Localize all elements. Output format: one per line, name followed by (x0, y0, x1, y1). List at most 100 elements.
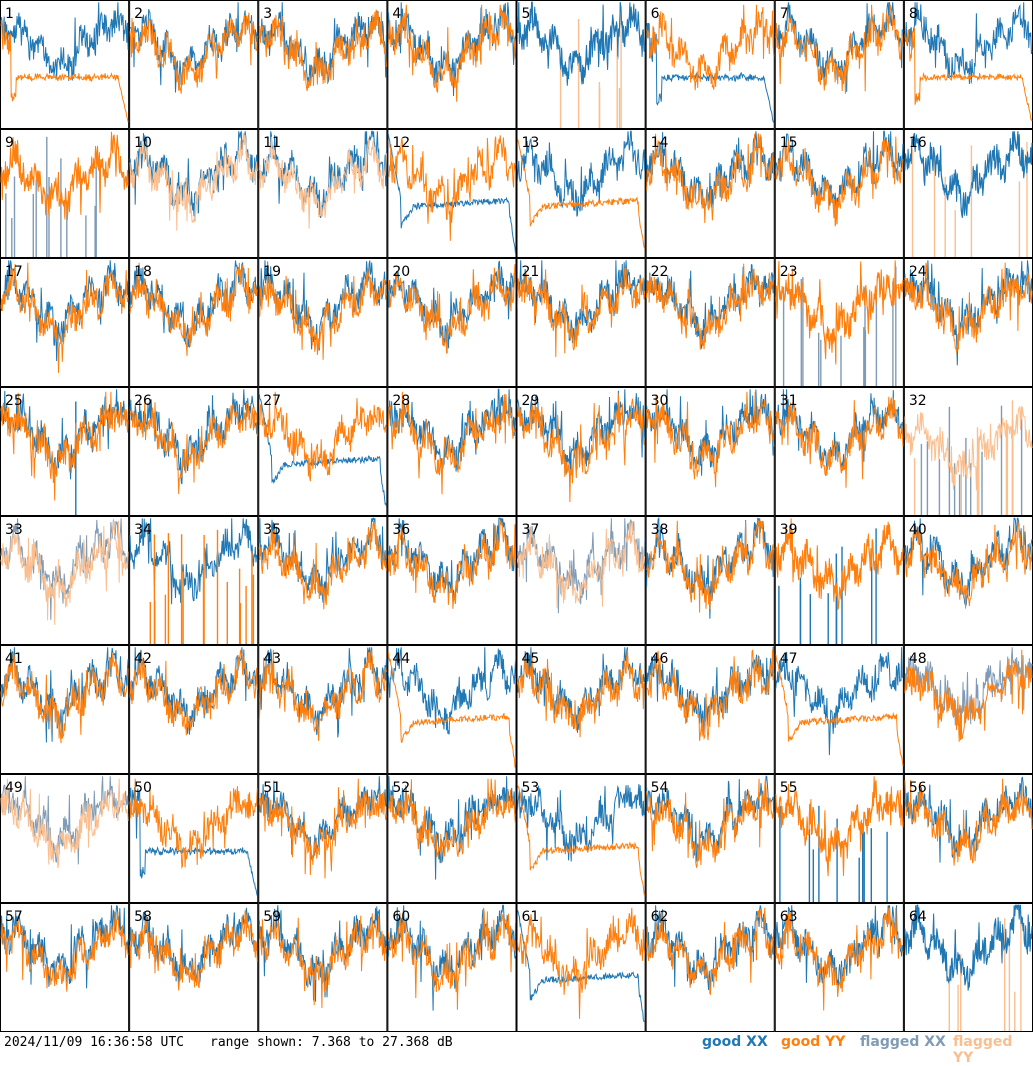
antenna-panel-58: 58 (129, 903, 259, 1032)
panel-number: 35 (263, 522, 281, 538)
yy-trace (0, 778, 129, 869)
panel-number: 24 (909, 264, 927, 280)
panel-number: 40 (909, 522, 927, 538)
antenna-panel-15: 15 (774, 129, 904, 258)
antenna-panel-9: 9 (0, 129, 130, 258)
yy-trace (258, 913, 387, 1009)
panel-number: 25 (5, 393, 23, 409)
antenna-panel-51: 51 (258, 774, 388, 903)
antenna-panel-28: 28 (387, 387, 517, 516)
yy-trace (0, 19, 129, 123)
xx-trace (0, 518, 129, 620)
yy-trace (646, 4, 775, 91)
panel-number: 54 (651, 780, 669, 796)
panel-number: 64 (909, 909, 927, 925)
yy-trace (387, 391, 516, 495)
antenna-panel-21: 21 (516, 258, 646, 387)
xx-trace (904, 904, 1033, 989)
yy-trace (0, 520, 129, 625)
yy-trace (646, 520, 775, 613)
panel-number: 41 (5, 651, 23, 667)
panel-number: 30 (651, 393, 669, 409)
panel-frame (0, 645, 130, 774)
yy-trace (775, 136, 904, 227)
yy-trace (646, 263, 775, 350)
yy-trace (258, 520, 387, 610)
xx-trace (387, 776, 516, 880)
antenna-panel-19: 19 (258, 258, 388, 387)
antenna-panel-41: 41 (0, 645, 130, 774)
panel-number: 45 (522, 651, 540, 667)
yy-trace (517, 521, 646, 609)
antenna-panel-25: 25 (0, 387, 130, 516)
yy-trace (258, 649, 387, 741)
panel-number: 29 (522, 393, 540, 409)
antenna-panel-7: 7 (774, 0, 904, 129)
antenna-panel-49: 49 (0, 774, 130, 903)
panel-number: 58 (134, 909, 152, 925)
panel-number: 4 (392, 6, 401, 22)
panel-frame (774, 0, 904, 129)
xx-trace (129, 787, 258, 897)
yy-trace (517, 907, 646, 1019)
antenna-panel-46: 46 (645, 645, 775, 774)
panel-number: 49 (5, 780, 23, 796)
yy-trace (517, 138, 646, 249)
yy-trace (646, 391, 775, 488)
antenna-panel-18: 18 (129, 258, 259, 387)
panel-number: 52 (392, 780, 410, 796)
panel-number: 43 (263, 651, 281, 667)
panel-frame (645, 516, 775, 645)
yy-trace (129, 649, 258, 736)
yy-trace (517, 784, 646, 897)
panel-number: 47 (780, 651, 798, 667)
yy-trace (904, 262, 1033, 354)
antenna-panel-42: 42 (129, 645, 259, 774)
panel-number: 22 (651, 264, 669, 280)
xx-trace (129, 130, 258, 217)
panel-number: 3 (263, 6, 272, 22)
panel-number: 51 (263, 780, 281, 796)
yy-trace (387, 520, 516, 609)
yy-trace (387, 907, 516, 1010)
panel-number: 36 (392, 522, 410, 538)
yy-trace (0, 652, 129, 744)
panel-number: 39 (780, 522, 798, 538)
panel-frame (645, 903, 775, 1032)
panel-number: 59 (263, 909, 281, 925)
legend-good-xx: good XX (702, 1034, 768, 1050)
xx-trace (129, 518, 258, 605)
yy-trace (775, 260, 904, 363)
yy-trace (517, 267, 646, 358)
antenna-panel-53: 53 (516, 774, 646, 903)
antenna-panel-43: 43 (258, 645, 388, 774)
panel-number: 13 (522, 135, 540, 151)
legend-good-yy: good YY (781, 1034, 846, 1050)
panel-number: 32 (909, 393, 927, 409)
yy-trace (904, 405, 1033, 491)
antenna-panel-4: 4 (387, 0, 517, 129)
panel-number: 5 (522, 6, 531, 22)
panel-number: 31 (780, 393, 798, 409)
antenna-panel-56: 56 (903, 774, 1033, 903)
legend-flagged-xx: flagged XX (860, 1034, 946, 1050)
yy-trace (129, 397, 258, 495)
xx-trace (258, 647, 387, 738)
panel-number: 48 (909, 651, 927, 667)
panel-frame (903, 129, 1033, 258)
panel-frame (516, 903, 646, 1032)
antenna-panel-1: 1 (0, 0, 130, 129)
antenna-panel-44: 44 (387, 645, 517, 774)
footer-bar: 2024/11/09 16:36:58 UTC range shown: 7.3… (0, 1033, 1033, 1066)
yy-trace (775, 4, 904, 94)
antenna-panel-23: 23 (774, 258, 904, 387)
panel-number: 8 (909, 6, 918, 22)
panel-number: 37 (522, 522, 540, 538)
panel-number: 18 (134, 264, 152, 280)
antenna-panel-17: 17 (0, 258, 130, 387)
antenna-panel-5: 5 (516, 0, 646, 129)
yy-trace (258, 136, 387, 229)
panel-number: 17 (5, 264, 23, 280)
panel-number: 62 (651, 909, 669, 925)
